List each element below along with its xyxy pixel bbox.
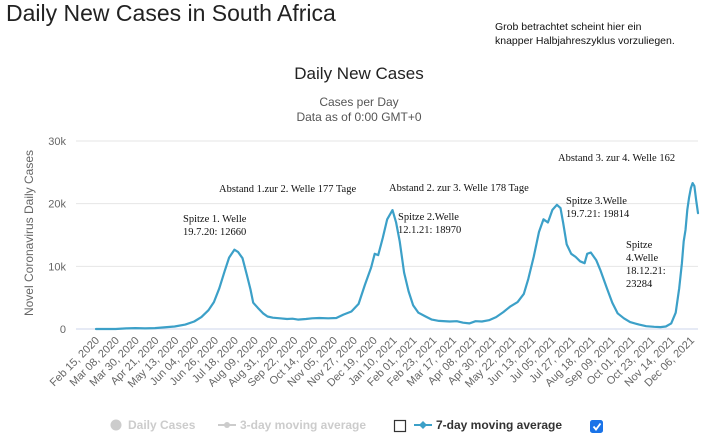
chart-subtitle-1: Cases per Day — [319, 95, 398, 109]
legend-label-7day: 7-day moving average — [436, 418, 562, 432]
page-title: Daily New Cases in South Africa — [6, 0, 336, 26]
annotation-text: Spitze 3.Welle — [566, 196, 627, 207]
side-note: Grob betrachtet scheint hier ein knapper… — [495, 21, 675, 47]
checkbox-7day[interactable] — [590, 420, 603, 433]
y-tick-label: 20k — [48, 199, 66, 211]
annotation-text: Spitze 1. Welle — [183, 214, 247, 225]
series-line-0 — [94, 182, 700, 331]
y-ticks: 0 10k 20k 30k — [48, 136, 66, 336]
checkbox-3day[interactable] — [393, 419, 407, 433]
y-tick-label: 30k — [48, 136, 66, 148]
y-tick-label: 0 — [60, 324, 66, 336]
series — [94, 182, 700, 331]
annotation-text: 23284 — [626, 279, 653, 290]
annotation-text: Spitze 2.Welle — [398, 212, 459, 223]
annotation-text: Abstand 1.zur 2. Welle 177 Tage — [219, 184, 356, 195]
annotation-text: Spitze — [626, 240, 653, 251]
legend-marker-7day — [419, 421, 427, 429]
chart-subtitle-2: Data as of 0:00 GMT+0 — [296, 110, 421, 124]
annotation-text: 4.Welle — [626, 253, 658, 264]
annotation-text: 19.7.21: 19814 — [566, 209, 630, 220]
annotation-text: Abstand 3. zur 4. Welle 162 — [558, 153, 675, 164]
annotation-text: Abstand 2. zur 3. Welle 178 Tage — [389, 183, 529, 194]
annotation-text: 18.12.21: — [626, 266, 666, 277]
grid — [76, 140, 698, 330]
legend: Daily Cases 3-day moving average 7-day mov… — [110, 418, 603, 433]
annotation-text: 12.1.21: 18970 — [398, 225, 461, 236]
legend-label-3day: 3-day moving average — [240, 418, 366, 432]
annotations: Abstand 1.zur 2. Welle 177 Tage Spitze 1.… — [183, 153, 675, 290]
annotation-text: 19.7.20: 12660 — [183, 227, 246, 238]
legend-label-daily-cases: Daily Cases — [128, 418, 196, 432]
y-axis-label: Novel Coronavirus Daily Cases — [22, 150, 36, 316]
y-tick-label: 10k — [48, 261, 66, 273]
legend-marker-daily-cases — [110, 419, 122, 431]
checkmark-icon — [592, 422, 602, 431]
legend-marker-3day — [224, 422, 230, 428]
chart-title: Daily New Cases — [294, 64, 423, 83]
